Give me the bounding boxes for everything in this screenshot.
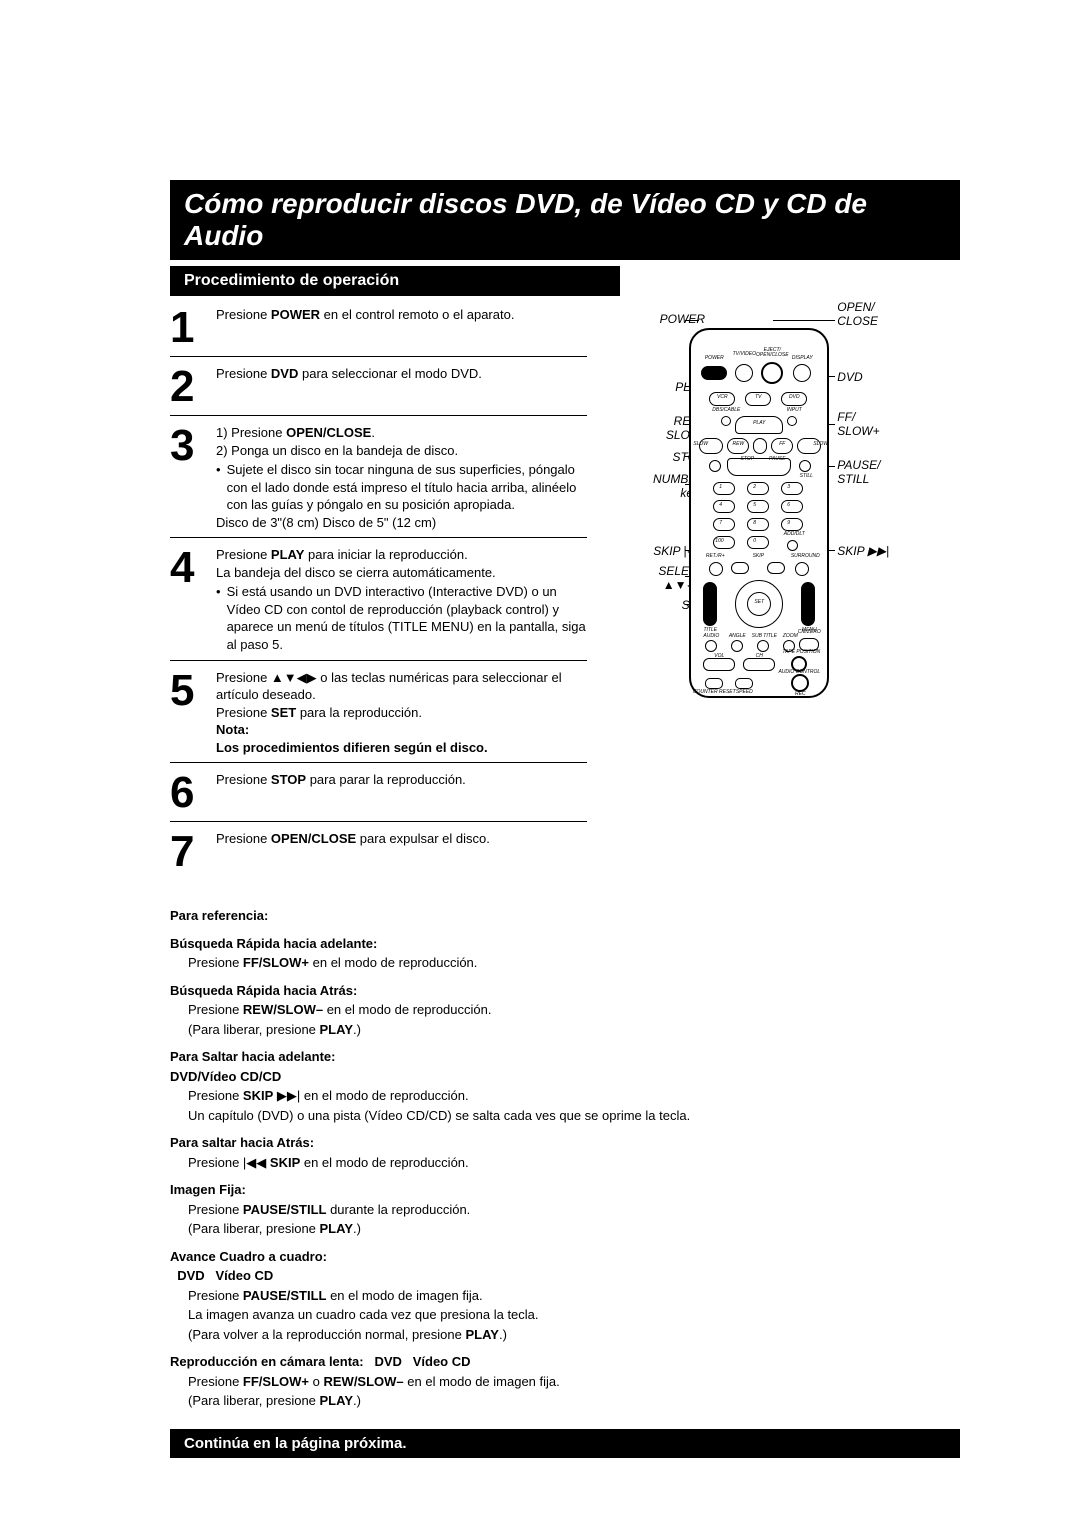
sub-item-title: Imagen Fija: bbox=[170, 1180, 960, 1200]
sub-item-title: Reproducción en cámara lenta: DVD Vídeo … bbox=[170, 1352, 960, 1372]
sub-item-body: Presione FF/SLOW+ en el modo de reproduc… bbox=[188, 953, 960, 973]
steps-column: 1Presione POWER en el control remoto o e… bbox=[170, 306, 587, 888]
sub-item-body: Presione |◀◀ SKIP en el modo de reproduc… bbox=[188, 1153, 960, 1173]
step-number: 2 bbox=[170, 365, 206, 409]
step: 2Presione DVD para seleccionar el modo D… bbox=[170, 365, 587, 416]
step: 4Presione PLAY para iniciar la reproducc… bbox=[170, 546, 587, 660]
step-number: 3 bbox=[170, 424, 206, 531]
remote-label: SKIP ▶▶| bbox=[837, 544, 889, 558]
page-title: Cómo reproducir discos DVD, de Vídeo CD … bbox=[170, 180, 960, 260]
sub-item-body: Presione SKIP ▶▶| en el modo de reproduc… bbox=[188, 1086, 960, 1125]
remote-label: PAUSE/STILL bbox=[837, 458, 880, 486]
sub-item-body: Presione PAUSE/STILL durante la reproduc… bbox=[188, 1200, 960, 1239]
sub-item-body: Presione PAUSE/STILL en el modo de image… bbox=[188, 1286, 960, 1345]
step-body: 1) Presione OPEN/CLOSE.2) Ponga un disco… bbox=[216, 424, 587, 531]
subtitle: Procedimiento de operación bbox=[170, 266, 620, 296]
step: 5Presione ▲▼◀▶ o las teclas numéricas pa… bbox=[170, 669, 587, 764]
step: 6Presione STOP para parar la reproducció… bbox=[170, 771, 587, 822]
sub-item-title: Avance Cuadro a cuadro: DVD Vídeo CD bbox=[170, 1247, 960, 1286]
step-body: Presione STOP para parar la reproducción… bbox=[216, 771, 587, 815]
sub-item-title: Búsqueda Rápida hacia adelante: bbox=[170, 934, 960, 954]
sub-item-body: Presione REW/SLOW– en el modo de reprodu… bbox=[188, 1000, 960, 1039]
reference-heading: Para referencia: bbox=[170, 906, 960, 926]
step-body: Presione ▲▼◀▶ o las teclas numéricas par… bbox=[216, 669, 587, 757]
reference-section: Para referencia: Búsqueda Rápida hacia a… bbox=[170, 906, 960, 1411]
step-number: 4 bbox=[170, 546, 206, 653]
remote-label: POWER bbox=[660, 312, 705, 326]
continue-bar: Continúa en la página próxima. bbox=[170, 1429, 960, 1458]
step-body: Presione DVD para seleccionar el modo DV… bbox=[216, 365, 587, 409]
remote-label: DVD bbox=[837, 370, 862, 384]
remote-diagram: POWERPLAYREW/SLOW-STOPNUMBERkeysSKIP |◀◀… bbox=[597, 306, 960, 736]
sub-item-title: Búsqueda Rápida hacia Atrás: bbox=[170, 981, 960, 1001]
step-number: 6 bbox=[170, 771, 206, 815]
remote-label: FF/SLOW+ bbox=[837, 410, 879, 438]
step: 7Presione OPEN/CLOSE para expulsar el di… bbox=[170, 830, 587, 880]
step: 1Presione POWER en el control remoto o e… bbox=[170, 306, 587, 357]
step-number: 1 bbox=[170, 306, 206, 350]
step-body: Presione PLAY para iniciar la reproducci… bbox=[216, 546, 587, 653]
sub-item-title: Para saltar hacia Atrás: bbox=[170, 1133, 960, 1153]
sub-item-body: Presione FF/SLOW+ o REW/SLOW– en el modo… bbox=[188, 1372, 960, 1411]
step-number: 5 bbox=[170, 669, 206, 757]
step: 31) Presione OPEN/CLOSE.2) Ponga un disc… bbox=[170, 424, 587, 538]
step-body: Presione POWER en el control remoto o el… bbox=[216, 306, 587, 350]
sub-item-title: Para Saltar hacia adelante:DVD/Vídeo CD/… bbox=[170, 1047, 960, 1086]
step-number: 7 bbox=[170, 830, 206, 874]
step-body: Presione OPEN/CLOSE para expulsar el dis… bbox=[216, 830, 587, 874]
remote-diagram-column: POWERPLAYREW/SLOW-STOPNUMBERkeysSKIP |◀◀… bbox=[597, 306, 960, 888]
remote-label: OPEN/CLOSE bbox=[837, 300, 878, 328]
